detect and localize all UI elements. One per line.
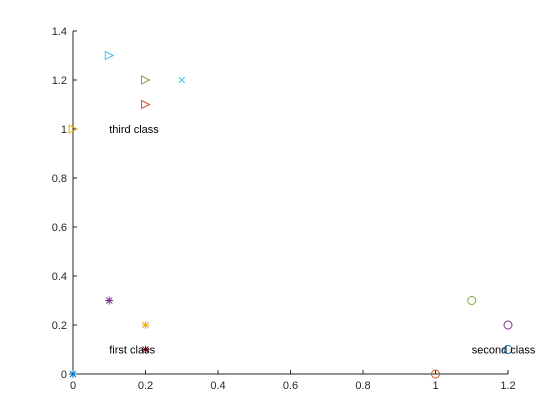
- annotation-label: first class: [109, 345, 155, 357]
- annotation-label: third class: [109, 124, 159, 136]
- axes: [72, 31, 508, 375]
- x-tick-label: 0.4: [210, 380, 225, 392]
- data-point-asterisk: [141, 321, 150, 329]
- data-point-circle: [467, 296, 477, 305]
- y-tick-label: 1: [61, 124, 67, 136]
- data-point-triangle-right: [68, 124, 79, 134]
- x-tick-label: 0.2: [138, 380, 153, 392]
- data-point-triangle-right: [104, 50, 115, 61]
- data-point-circle: [503, 320, 513, 330]
- data-point-asterisk: [141, 345, 150, 354]
- x-tick-label: 0: [70, 380, 76, 392]
- x-tick-label: 0.6: [283, 380, 298, 392]
- annotations: first class second class third class: [109, 124, 536, 357]
- data-point-circle: [431, 369, 440, 379]
- y-tick-label: 1.4: [52, 26, 67, 38]
- y-tick-label: 0: [61, 369, 67, 381]
- data-point-triangle-right: [141, 99, 151, 110]
- y-tick-label: 0.2: [52, 320, 67, 332]
- tick-marks: 0 0.2 0.4 0.6 0.8 1 1.2 0 0.2 0.4 0.6 0.8 1 1.2 1.4: [52, 26, 516, 392]
- y-tick-label: 0.6: [52, 222, 67, 234]
- annotation-label: second class: [472, 345, 536, 357]
- data-point-cross: [178, 76, 186, 84]
- y-tick-label: 0.4: [52, 271, 67, 283]
- x-tick-label: 1.2: [500, 380, 515, 392]
- data-point-triangle-right: [141, 75, 151, 85]
- x-tick-label: 0.8: [355, 380, 370, 392]
- x-tick-label: 1: [432, 380, 438, 392]
- y-tick-label: 0.8: [52, 173, 67, 185]
- data-point-asterisk: [69, 370, 77, 378]
- data-point-asterisk: [105, 296, 114, 305]
- data-points: [68, 50, 513, 379]
- data-point-circle: [503, 345, 513, 354]
- y-tick-label: 1.2: [52, 75, 67, 87]
